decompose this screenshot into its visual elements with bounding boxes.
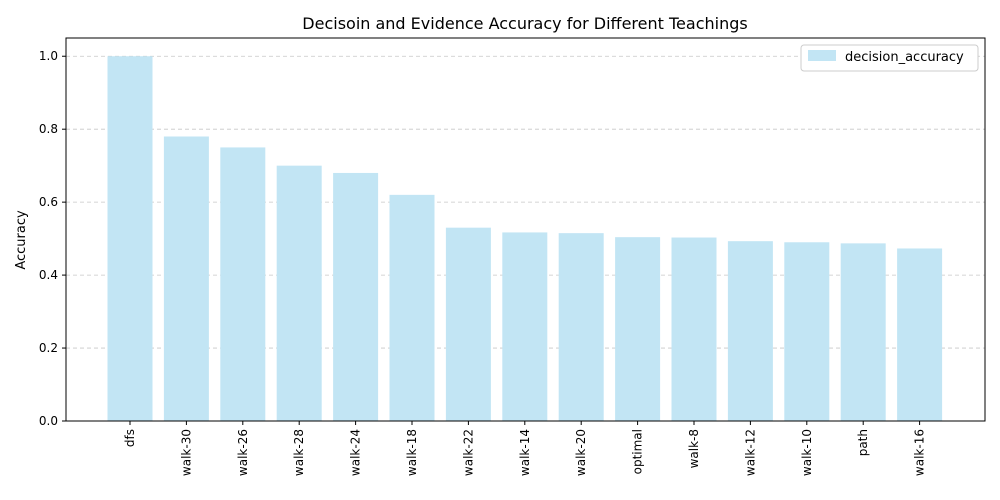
x-tick-label: walk-26 bbox=[236, 429, 250, 476]
bar-optimal bbox=[615, 237, 661, 421]
bar-walk-30 bbox=[163, 136, 209, 421]
axes bbox=[65, 37, 986, 422]
legend: decision_accuracy bbox=[800, 44, 979, 72]
x-tick-label: walk-12 bbox=[743, 429, 757, 476]
plot-frame bbox=[65, 37, 986, 422]
bar-walk-20 bbox=[558, 233, 604, 421]
bar-walk-10 bbox=[784, 242, 830, 421]
x-tick-label: walk-24 bbox=[349, 429, 363, 476]
x-tick-label: walk-8 bbox=[687, 429, 701, 468]
legend-label: decision_accuracy bbox=[845, 50, 964, 65]
x-tick-label: walk-30 bbox=[179, 429, 193, 476]
x-tick-label: walk-18 bbox=[405, 429, 419, 476]
legend-swatch bbox=[808, 50, 836, 61]
bar-path bbox=[840, 243, 886, 421]
bar-walk-28 bbox=[276, 165, 322, 421]
y-axis-label: Accuracy bbox=[14, 210, 29, 270]
x-tick-label: dfs bbox=[123, 429, 137, 447]
bar-walk-14 bbox=[502, 232, 548, 421]
y-tick-label: 0.0 bbox=[39, 414, 58, 428]
x-tick-label: optimal bbox=[631, 429, 645, 474]
x-tick-label: walk-20 bbox=[574, 429, 588, 476]
bar-walk-8 bbox=[671, 237, 717, 421]
x-tick-label: path bbox=[856, 429, 870, 456]
x-tick-label: walk-14 bbox=[518, 429, 532, 476]
y-tick-label: 0.4 bbox=[39, 268, 58, 282]
x-tick-label: walk-10 bbox=[800, 429, 814, 476]
y-tick-label: 0.6 bbox=[39, 195, 58, 209]
x-ticks: dfs walk-30 walk-26 walk-28 walk-24 walk-18 wa… bbox=[123, 421, 927, 476]
chart-title: Decisoin and Evidence Accuracy for Diffe… bbox=[302, 14, 747, 33]
y-tick-label: 0.2 bbox=[39, 341, 58, 355]
bar-walk-26 bbox=[220, 147, 266, 421]
bar-walk-12 bbox=[727, 241, 773, 421]
x-tick-label: walk-16 bbox=[913, 429, 927, 476]
bar-walk-22 bbox=[445, 227, 491, 421]
x-tick-label: walk-28 bbox=[292, 429, 306, 476]
bar-walk-16 bbox=[897, 248, 943, 421]
bar-walk-18 bbox=[389, 194, 435, 421]
bars bbox=[107, 56, 943, 421]
y-tick-label: 0.8 bbox=[39, 122, 58, 136]
y-tick-label: 1.0 bbox=[39, 49, 58, 63]
legend-box bbox=[800, 44, 979, 72]
bar-walk-24 bbox=[333, 172, 379, 421]
y-ticks: 0.0 0.2 0.4 0.6 0.8 1.0 bbox=[39, 49, 66, 428]
bar-dfs bbox=[107, 56, 153, 421]
x-tick-label: walk-22 bbox=[461, 429, 475, 476]
